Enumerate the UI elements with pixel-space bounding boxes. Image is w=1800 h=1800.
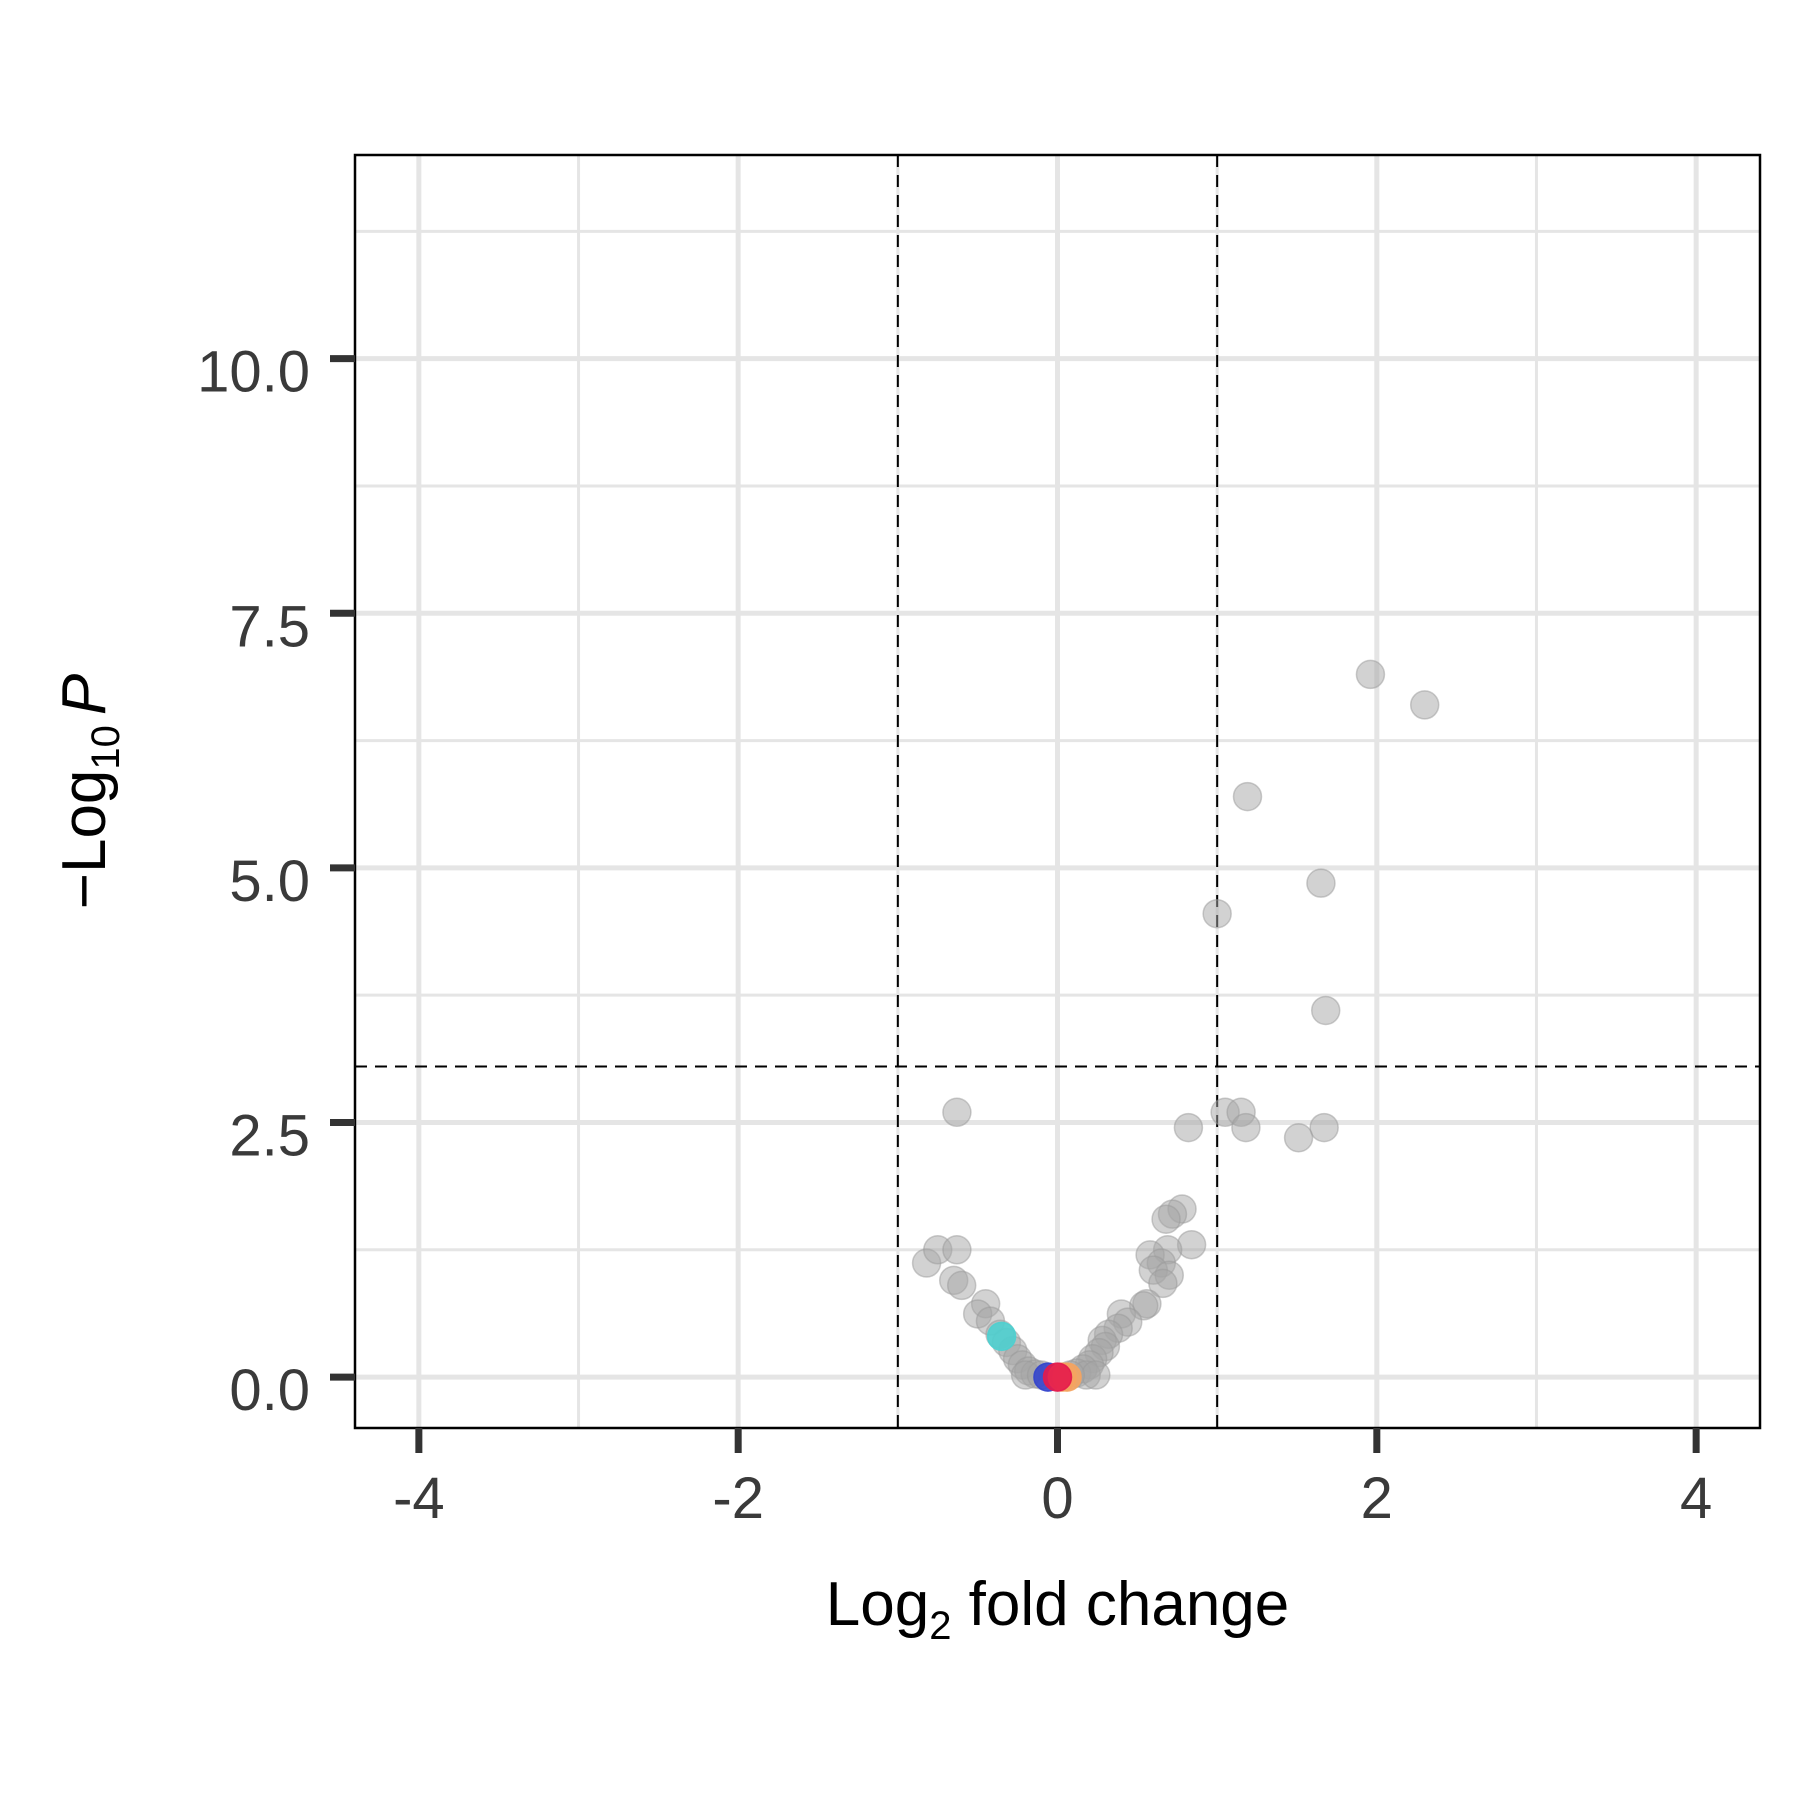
- y-axis-tick-label: 10.0: [197, 340, 310, 405]
- threshold-lines: [355, 155, 1760, 1428]
- data-point: [1151, 1204, 1181, 1234]
- data-point: [1283, 1123, 1314, 1153]
- data-point: [942, 1097, 972, 1128]
- y-axis-tick-label: 5.0: [229, 849, 310, 914]
- axes: -4 -2 0 2 4 0.0 2.5 5.0 7.5 10.0: [197, 340, 1712, 1531]
- data-point: [1202, 898, 1232, 929]
- x-axis-title: Log2 fold change: [826, 1570, 1290, 1648]
- x-axis-tick-label: 0: [1041, 1466, 1073, 1531]
- x-axis-title-main: Log: [826, 1570, 929, 1639]
- data-point: [1232, 781, 1263, 812]
- x-axis-tick-label: 4: [1680, 1466, 1712, 1531]
- y-axis-title-subscript: 10: [84, 725, 128, 770]
- grid-lines: [355, 155, 1760, 1428]
- data-point: [1173, 1112, 1204, 1143]
- y-axis-title-prefix: −Log: [50, 770, 119, 910]
- highlighted-data-point: [1042, 1362, 1073, 1392]
- x-axis-tick-label: 2: [1361, 1466, 1393, 1531]
- data-point: [942, 1235, 972, 1265]
- data-point: [1306, 868, 1336, 898]
- x-axis-title-rest: fold change: [951, 1570, 1289, 1639]
- x-axis-tick-label: -4: [393, 1466, 445, 1531]
- data-point: [1176, 1229, 1207, 1260]
- x-axis-title-subscript: 2: [929, 1604, 951, 1648]
- data-point: [1081, 1360, 1111, 1390]
- y-axis-title: −Log10 P: [50, 674, 128, 910]
- x-axis-tick-label: -2: [712, 1466, 764, 1531]
- data-point: [1355, 659, 1386, 690]
- data-point: [1310, 995, 1341, 1026]
- y-axis-tick-label: 2.5: [229, 1103, 310, 1168]
- data-point: [1148, 1268, 1178, 1299]
- data-points: [911, 659, 1440, 1392]
- highlighted-data-point: [986, 1321, 1017, 1352]
- y-axis-tick-label: 7.5: [229, 594, 310, 659]
- data-point: [946, 1270, 977, 1301]
- data-point: [1231, 1112, 1261, 1143]
- y-axis-tick-label: 0.0: [229, 1358, 310, 1423]
- data-point: [1409, 690, 1440, 720]
- data-point: [1309, 1112, 1339, 1143]
- y-axis-title-variable: P: [50, 674, 119, 715]
